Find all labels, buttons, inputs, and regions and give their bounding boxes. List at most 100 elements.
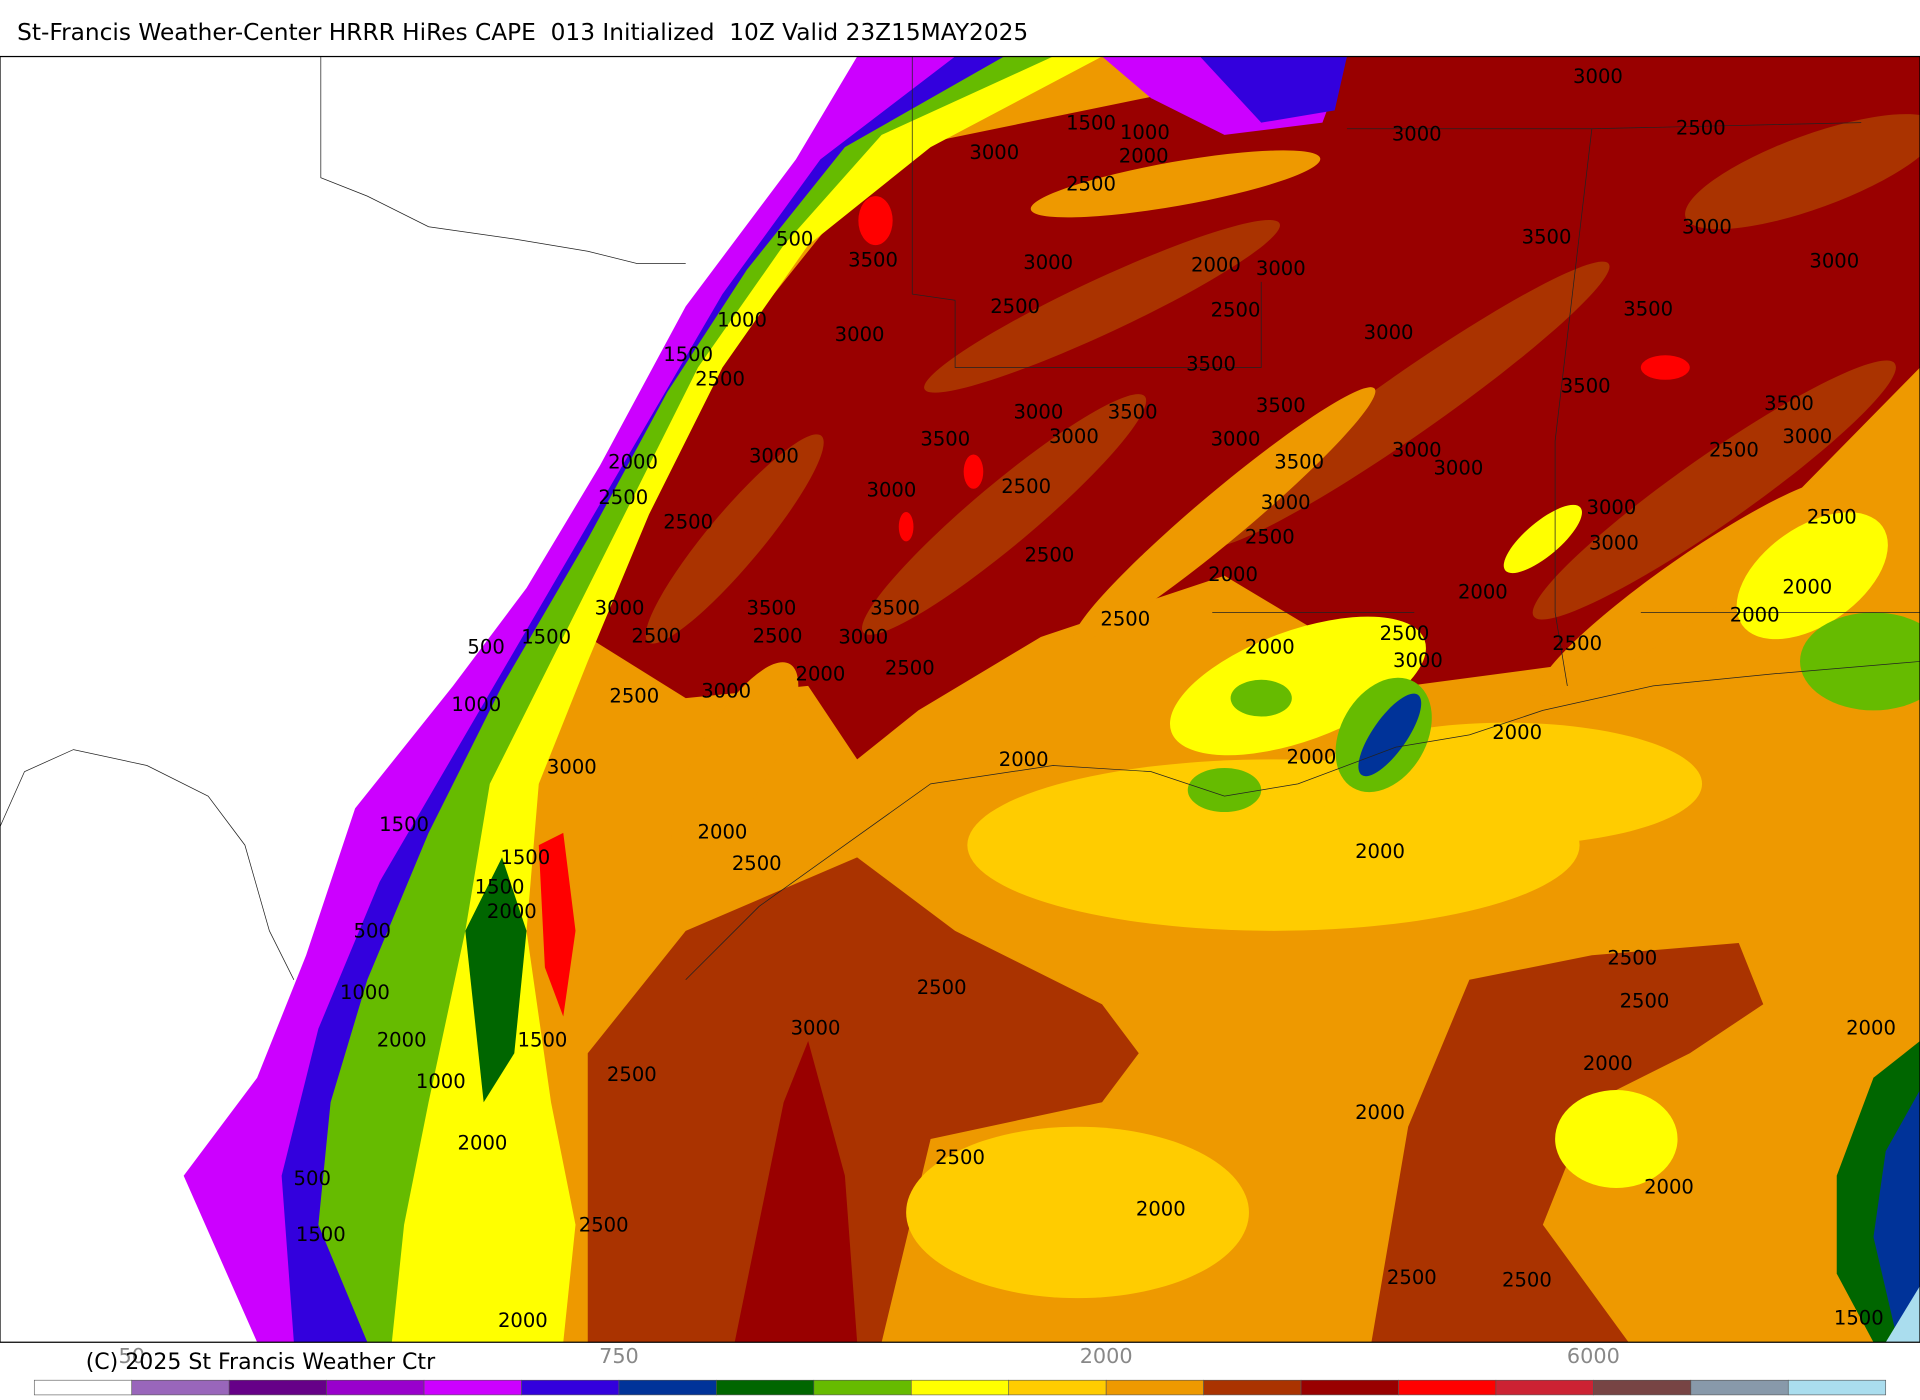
contour-label: 1500: [500, 846, 550, 869]
contour-label: 3500: [747, 596, 797, 619]
state-border: [911, 56, 1920, 686]
contour-label: 3000: [867, 479, 917, 502]
field-gold: [906, 1126, 1249, 1299]
colorbar: 50 750 2000 6000: [33, 1344, 1887, 1396]
contour-label: 3500: [920, 427, 970, 450]
contour-label: 1500: [379, 813, 429, 836]
contour-label: 3500: [1256, 394, 1306, 417]
contour-label: 2500: [1387, 1266, 1437, 1289]
contour-label: 3500: [1108, 400, 1158, 423]
colorbar-swatch: [813, 1379, 912, 1396]
contour-label: 2000: [377, 1029, 427, 1052]
contour-label: 2500: [1211, 299, 1261, 322]
colorbar-swatch: [423, 1379, 522, 1396]
copyright: (C) 2025 St Francis Weather Ctr: [86, 1350, 436, 1375]
map-frame: [0, 55, 1920, 1343]
contour-label: 3000: [1256, 257, 1306, 280]
contour-label: 2000: [1355, 840, 1405, 863]
contour-label: 1500: [663, 343, 713, 366]
field-navy-east: [1873, 1090, 1920, 1343]
contour-label: 2500: [885, 656, 935, 679]
contour-label: 3500: [1522, 225, 1572, 248]
contour-label: 3000: [1023, 251, 1073, 274]
contour-label: 2500: [990, 295, 1040, 318]
contour-label: 1500: [475, 875, 525, 898]
colorbar-swatch: [326, 1379, 425, 1396]
colorbar-label: 2000: [1080, 1344, 1133, 1368]
contour-label: 1500: [518, 1029, 568, 1052]
colorbar-swatch: [33, 1379, 133, 1396]
contour-label: 2500: [1552, 632, 1602, 655]
contour-label: 3000: [1433, 457, 1483, 480]
contour-label: 3000: [1573, 65, 1623, 88]
contour-label: 3000: [838, 626, 888, 649]
contour-label: 2000: [795, 662, 845, 685]
contour-label: 3000: [1589, 531, 1639, 554]
colorbar-swatch: [910, 1379, 1010, 1396]
contour-label: 2500: [598, 486, 648, 509]
colorbar-swatch: [1203, 1379, 1302, 1396]
contour-label: 2000: [487, 900, 537, 923]
colorbar-swatch: [1008, 1379, 1107, 1396]
field-streaks: [671, 150, 1842, 857]
contour-label: 3500: [870, 596, 920, 619]
contour-label: 2500: [753, 624, 803, 647]
contour-label: 2500: [579, 1213, 629, 1236]
contour-label: 500: [354, 920, 391, 943]
contour-label: 2500: [1100, 607, 1150, 630]
contour-label: 2000: [1191, 253, 1241, 276]
contour-label: 2500: [732, 852, 782, 875]
colorbar-swatch: [1105, 1379, 1204, 1396]
contour-label: 3000: [1211, 427, 1261, 450]
contour-label: 3500: [1764, 392, 1814, 415]
coastline: [685, 661, 1920, 981]
contour-label: 1000: [717, 309, 767, 332]
colorbar-swatch: [1398, 1379, 1497, 1396]
contour-label: 2500: [1502, 1269, 1552, 1292]
contour-label: 2500: [631, 624, 681, 647]
field-red: [538, 196, 1690, 1017]
contour-label: 1000: [451, 693, 501, 716]
contour-label: 2500: [1709, 438, 1759, 461]
contour-label: 2500: [1024, 544, 1074, 567]
contour-label: 2500: [1607, 946, 1657, 969]
contour-label: 2000: [1287, 746, 1337, 769]
colorbar-swatch: [618, 1379, 717, 1396]
contour-label: 2500: [695, 367, 745, 390]
contour-label: 2500: [1245, 525, 1295, 548]
contour-label: 3500: [848, 249, 898, 272]
contour-label: 3000: [749, 444, 799, 467]
contour-label: 1500: [296, 1223, 346, 1246]
contour-label: 3500: [1274, 451, 1324, 474]
contour-label: 2500: [609, 684, 659, 707]
colorbar-swatch: [716, 1379, 815, 1396]
contour-label: 2500: [607, 1063, 657, 1086]
field-darkgreen: [465, 857, 527, 1103]
contour-label: 1500: [1834, 1306, 1884, 1329]
field-nodata: [0, 56, 858, 1343]
field-blue-north: [1200, 56, 1347, 123]
contour-label: 3000: [1809, 250, 1859, 273]
colorbar-label: 750: [599, 1344, 639, 1368]
contour-label: 3500: [1186, 353, 1236, 376]
contour-label: 2000: [1644, 1175, 1694, 1198]
contour-label: 500: [294, 1167, 331, 1190]
contour-label: 2000: [1846, 1016, 1896, 1039]
colorbar-swatch: [1495, 1379, 1594, 1396]
contour-label: 2000: [458, 1131, 508, 1154]
contour-label: 3000: [1393, 649, 1443, 672]
colorbar-swatch: [1690, 1379, 1789, 1396]
contour-label: 3000: [1682, 215, 1732, 238]
contour-label: 2000: [1730, 604, 1780, 627]
contour-label: 3000: [547, 755, 597, 778]
contour-label: 3000: [1392, 438, 1442, 461]
contour-label: 1000: [1120, 121, 1170, 144]
field-streaks: [645, 114, 1920, 644]
contour-label: 2000: [1458, 580, 1508, 603]
contour-label: 3000: [1392, 122, 1442, 145]
contour-label: 1000: [340, 981, 390, 1004]
contour-label: 3000: [791, 1016, 841, 1039]
